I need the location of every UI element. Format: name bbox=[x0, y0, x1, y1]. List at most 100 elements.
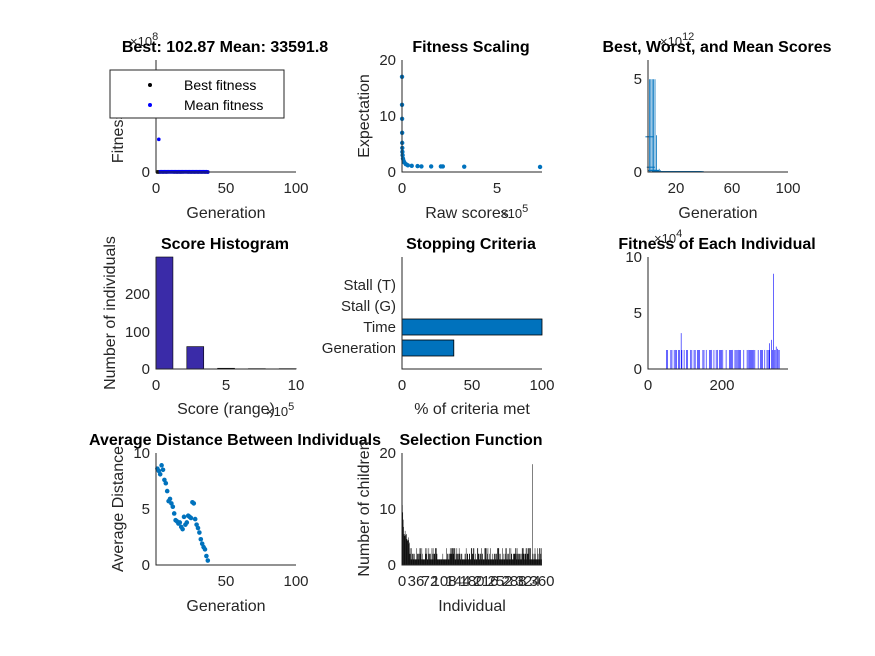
p3-marks bbox=[645, 79, 704, 173]
p8-ylabel: Number of children bbox=[356, 441, 373, 576]
p2-ytick: 20 bbox=[379, 52, 396, 69]
panel-fitness-scaling: Fitness Scaling 0 10 20 0 5 ×105 Raw sco… bbox=[356, 39, 543, 222]
p7-marks bbox=[155, 463, 211, 563]
distance-point bbox=[202, 547, 208, 552]
p8-ytick: 10 bbox=[379, 501, 396, 518]
p5-axes bbox=[401, 257, 542, 370]
p8-ytick: 20 bbox=[379, 445, 396, 462]
p7-ytick: 0 bbox=[142, 557, 150, 574]
p8-xtick: 180 bbox=[459, 573, 484, 590]
p1-title: Best: 102.87 Mean: 33591.8 bbox=[122, 39, 328, 56]
panel-fitness-each-individual: Fitness of Each Individual ×104 0 5 10 0… bbox=[618, 228, 815, 394]
p2-ytick: 0 bbox=[388, 164, 396, 181]
p4-xlabel: Score (range) bbox=[177, 401, 275, 418]
p3-xtick: 100 bbox=[775, 180, 800, 197]
scaling-point bbox=[428, 164, 434, 169]
p5-title: Stopping Criteria bbox=[406, 236, 536, 253]
p7-ytick: 10 bbox=[133, 445, 150, 462]
panel-best-worst-mean: Best, Worst, and Mean Scores ×1012 0 5 2… bbox=[602, 31, 831, 222]
p2-title: Fitness Scaling bbox=[412, 39, 529, 56]
distance-point bbox=[192, 516, 198, 522]
p8-xtick: 0 bbox=[398, 573, 406, 590]
distance-point bbox=[205, 558, 211, 563]
p1-xlabel: Generation bbox=[186, 205, 265, 222]
scaling-point bbox=[440, 164, 446, 169]
panel-average-distance: Average Distance Between Individuals 0 5… bbox=[89, 432, 381, 615]
p8-xtick: 36 bbox=[408, 573, 425, 590]
p7-ytick: 5 bbox=[142, 501, 150, 518]
p5-marks bbox=[401, 318, 543, 357]
p1-legend-box bbox=[109, 69, 285, 119]
distance-point bbox=[163, 480, 169, 486]
distance-point bbox=[188, 515, 194, 521]
panel-score-histogram: Score Histogram 0 100 200 0 5 10 ×105 Sc… bbox=[102, 236, 304, 419]
panel-selection-function: Selection Function 0 10 20 0 367210814418… bbox=[356, 432, 555, 615]
p7-ylabel: Average Distance bbox=[110, 446, 127, 572]
criteria-bar bbox=[401, 318, 543, 336]
p8-xtick: 216 bbox=[473, 573, 498, 590]
p3-xtick: 20 bbox=[668, 180, 685, 197]
distance-point bbox=[197, 530, 202, 535]
panel-fitness-value: Best: 102.87 Mean: 33591.8 ×108 0 0 50 1… bbox=[109, 31, 328, 222]
distance-point bbox=[159, 463, 164, 468]
p6-marks bbox=[666, 273, 780, 369]
p8-xtick: 288 bbox=[501, 573, 526, 590]
p7-xlabel: Generation bbox=[186, 598, 265, 615]
histogram-bar bbox=[155, 256, 174, 370]
p8-marks bbox=[401, 464, 542, 565]
p7-title: Average Distance Between Individuals bbox=[89, 432, 381, 449]
p4-ytick: 0 bbox=[142, 361, 150, 378]
scaling-point bbox=[400, 153, 405, 158]
p6-ytick: 0 bbox=[634, 361, 642, 378]
p8-xtick: 144 bbox=[445, 573, 470, 590]
p4-ytick: 200 bbox=[125, 286, 150, 303]
p8-xtick: 108 bbox=[431, 573, 456, 590]
p8-xtick: 360 bbox=[529, 573, 554, 590]
p6-xtick: 200 bbox=[709, 377, 734, 394]
scaling-point bbox=[415, 163, 420, 169]
p1-legend-marker bbox=[148, 83, 152, 87]
p5-xlabel: % of criteria met bbox=[414, 401, 530, 418]
distance-point bbox=[170, 504, 176, 510]
distance-point bbox=[204, 553, 209, 559]
p6-axes bbox=[647, 257, 788, 370]
p4-axes bbox=[155, 257, 296, 370]
distance-point bbox=[181, 514, 187, 520]
distance-point bbox=[184, 520, 190, 525]
p6-y-exponent: ×104 bbox=[654, 228, 682, 246]
p1-xtick: 0 bbox=[152, 180, 160, 197]
scaling-point bbox=[405, 163, 411, 168]
p4-ytick: 100 bbox=[125, 324, 150, 341]
p1-legend-marker bbox=[148, 103, 152, 107]
scaling-point bbox=[462, 164, 467, 169]
mean-fitness-point bbox=[157, 137, 161, 142]
scaling-point bbox=[409, 163, 414, 169]
p5-category: Stall (G) bbox=[341, 298, 396, 315]
p8-xlabel: Individual bbox=[438, 598, 506, 615]
p4-xtick: 5 bbox=[222, 377, 230, 394]
p4-ylabel: Number of individuals bbox=[102, 236, 119, 390]
p1-xtick: 100 bbox=[283, 180, 308, 197]
distance-point bbox=[160, 467, 166, 473]
p5-xtick: 0 bbox=[398, 377, 406, 394]
distance-point bbox=[195, 525, 201, 531]
distance-point bbox=[177, 520, 183, 525]
p8-title: Selection Function bbox=[399, 432, 542, 449]
p3-xtick: 60 bbox=[724, 180, 741, 197]
distance-point bbox=[167, 496, 173, 502]
p5-xtick: 100 bbox=[529, 377, 554, 394]
p3-ytick: 5 bbox=[634, 71, 642, 88]
p1-xtick: 50 bbox=[218, 180, 235, 197]
p7-xtick: 50 bbox=[218, 573, 235, 590]
p1-legend: Best fitness Mean fitness bbox=[109, 69, 285, 119]
panel-stopping-criteria: Stopping Criteria Stall (T) Stall (G) Ti… bbox=[322, 236, 555, 418]
distance-point bbox=[198, 536, 204, 542]
p7-axes bbox=[155, 453, 296, 566]
p2-ylabel: Expectation bbox=[356, 74, 373, 158]
p7-xtick: 100 bbox=[283, 573, 308, 590]
p6-ytick: 5 bbox=[634, 305, 642, 322]
p2-axes bbox=[401, 60, 542, 173]
criteria-bar bbox=[401, 339, 455, 357]
